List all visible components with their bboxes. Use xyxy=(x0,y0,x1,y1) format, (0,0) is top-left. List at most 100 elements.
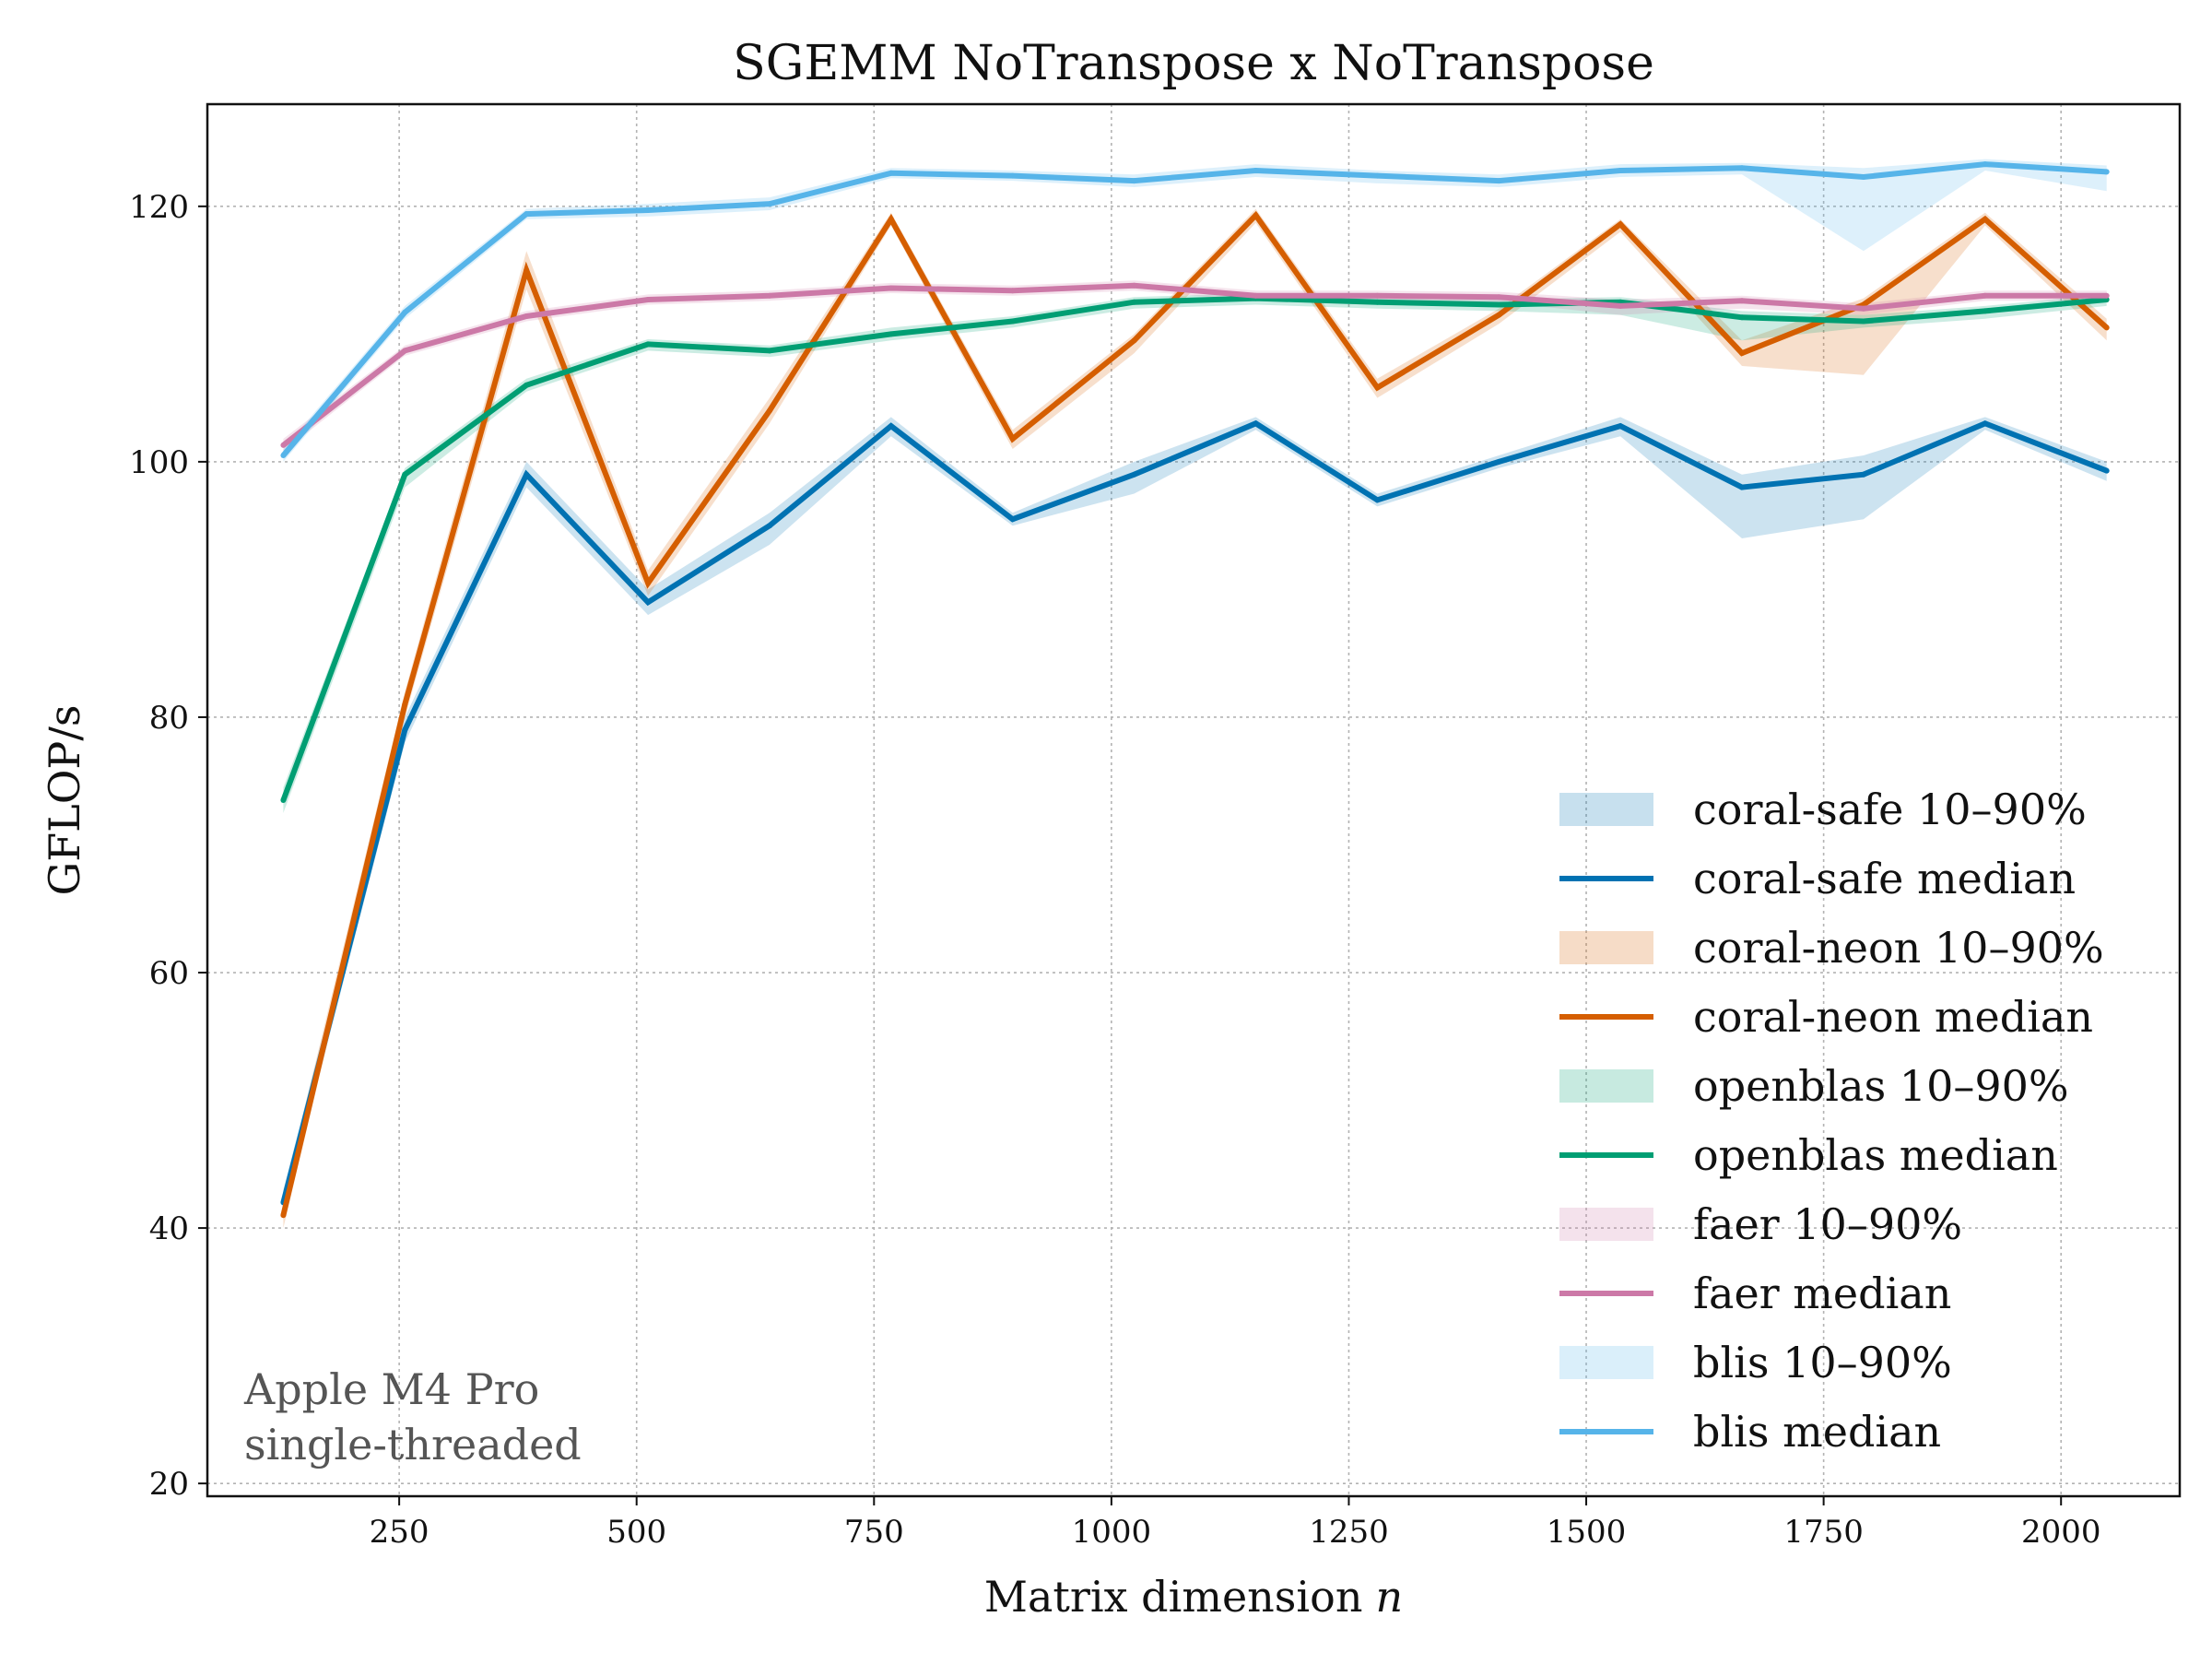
coral-safe-median-point xyxy=(1496,458,1502,465)
openblas-band-legend-label: openblas 10–90% xyxy=(1693,1061,2069,1111)
openblas-median-point xyxy=(1496,301,1502,308)
faer-median-point xyxy=(1131,282,1137,289)
openblas-median-point xyxy=(524,382,530,388)
blis-band-legend-label: blis 10–90% xyxy=(1693,1338,1952,1387)
faer-median-legend-label: faer median xyxy=(1693,1269,1951,1318)
blis-median-point xyxy=(1009,172,1016,179)
coral-safe-band-legend-label: coral-safe 10–90% xyxy=(1693,785,2087,834)
percentile-bands xyxy=(283,159,2107,1229)
coral-neon-median-point xyxy=(1496,312,1502,318)
coral-neon-median-point xyxy=(888,216,894,222)
coral-neon-band-legend-label: coral-neon 10–90% xyxy=(1693,923,2104,973)
blis-median-point xyxy=(1496,178,1502,184)
x-tick-label: 1750 xyxy=(1783,1514,1864,1551)
blis-median-legend-label: blis median xyxy=(1693,1407,1941,1457)
blis-median-point xyxy=(1131,178,1137,184)
blis-band xyxy=(283,159,2107,462)
coral-neon-median-point xyxy=(767,407,772,414)
coral-neon-median-point xyxy=(280,1212,287,1219)
x-tick-label: 2000 xyxy=(2021,1514,2101,1551)
blis-median-point xyxy=(402,309,408,315)
faer-median-point xyxy=(645,297,652,302)
faer-median-point xyxy=(767,292,772,299)
coral-safe-median-point xyxy=(1860,471,1866,478)
faer-median-point xyxy=(280,442,287,448)
coral-neon-median-point xyxy=(1253,212,1259,218)
faer-median-point xyxy=(1982,292,1988,299)
blis-median-point xyxy=(888,170,894,176)
coral-safe-median-point xyxy=(402,726,408,733)
annotation-line-2: single-threaded xyxy=(244,1420,582,1469)
blis-band-legend-swatch xyxy=(1559,1346,1653,1379)
annotation-line-1: Apple M4 Pro xyxy=(243,1364,539,1414)
faer-median-point xyxy=(1739,298,1745,304)
faer-median-point xyxy=(1618,302,1624,309)
faer-median-point xyxy=(1253,292,1259,299)
legend: coral-safe 10–90% coral-safe median coral-… xyxy=(1559,785,2104,1457)
blis-median-point xyxy=(1253,168,1259,173)
openblas-band-legend-swatch xyxy=(1559,1069,1653,1103)
coral-safe-median-point xyxy=(1982,420,1988,427)
openblas-median-point xyxy=(1131,299,1137,305)
blis-median-point xyxy=(1374,172,1381,179)
y-axis-label: GFLOP/s xyxy=(40,705,89,896)
coral-safe-median-line xyxy=(280,419,2108,1204)
coral-safe-median-point xyxy=(888,423,894,430)
y-tick-label: 20 xyxy=(149,1466,189,1503)
x-axis-label-variable: n xyxy=(1375,1572,1403,1622)
coral-neon-median-point xyxy=(524,267,530,274)
faer-median-point xyxy=(402,348,408,354)
faer-median-point xyxy=(2103,292,2110,299)
y-tick-label: 120 xyxy=(129,189,189,226)
faer-band-legend-swatch xyxy=(1559,1208,1653,1241)
openblas-median-point xyxy=(1374,299,1381,305)
coral-neon-band xyxy=(283,208,2107,1229)
coral-neon-median-point xyxy=(1131,337,1137,344)
coral-safe-median-point xyxy=(1253,420,1259,427)
faer-median-point xyxy=(1374,292,1381,299)
x-tick-label: 750 xyxy=(844,1514,904,1551)
coral-safe-median-point xyxy=(1009,516,1016,523)
coral-neon-median-point xyxy=(1982,216,1988,222)
blis-median-point xyxy=(1982,161,1988,168)
faer-band xyxy=(283,280,2107,452)
coral-safe-median-point xyxy=(1374,497,1381,503)
coral-neon-median-point xyxy=(1618,221,1624,228)
blis-median-line xyxy=(281,161,2107,457)
coral-safe-median-legend-label: coral-safe median xyxy=(1693,854,2076,903)
coral-safe-median-point xyxy=(2103,467,2110,474)
coral-neon-band-legend-swatch xyxy=(1559,931,1653,964)
coral-neon-median-point xyxy=(1739,350,1745,357)
openblas-median-point xyxy=(1860,318,1866,325)
hardware-annotation: Apple M4 Pro single-threaded xyxy=(243,1364,582,1469)
coral-neon-median-point xyxy=(2103,325,2110,331)
coral-safe-median-point xyxy=(524,471,530,478)
coral-neon-median-point xyxy=(402,702,408,708)
coral-safe-median-point xyxy=(1131,471,1137,478)
x-tick-label: 1250 xyxy=(1309,1514,1389,1551)
coral-safe-median-point xyxy=(1739,484,1745,490)
blis-median-point xyxy=(1860,174,1866,180)
faer-median-point xyxy=(1496,294,1502,301)
chart-title: SGEMM NoTranspose x NoTranspose xyxy=(733,36,1654,91)
faer-median-point xyxy=(524,313,530,319)
y-tick-label: 80 xyxy=(149,700,189,737)
coral-safe-median-point xyxy=(645,599,652,606)
faer-median-point xyxy=(1860,305,1866,312)
faer-band-legend-label: faer 10–90% xyxy=(1693,1199,1962,1249)
openblas-median-point xyxy=(767,348,772,354)
axis-ticks: 250 500 750 1000 1250 1500 1750 2000 20 40 60 80 100… xyxy=(129,189,2100,1551)
x-axis-label: Matrix dimension n xyxy=(984,1572,1403,1622)
blis-median-point xyxy=(645,207,652,213)
coral-safe-median-point xyxy=(767,523,772,529)
openblas-median-line xyxy=(280,295,2107,802)
blis-median-point xyxy=(1739,165,1745,171)
openblas-median-point xyxy=(1009,318,1016,325)
coral-safe-band-legend-swatch xyxy=(1559,793,1653,826)
x-axis-label-text: Matrix dimension xyxy=(984,1572,1363,1622)
x-tick-label: 1000 xyxy=(1072,1514,1152,1551)
y-tick-label: 60 xyxy=(149,955,189,992)
